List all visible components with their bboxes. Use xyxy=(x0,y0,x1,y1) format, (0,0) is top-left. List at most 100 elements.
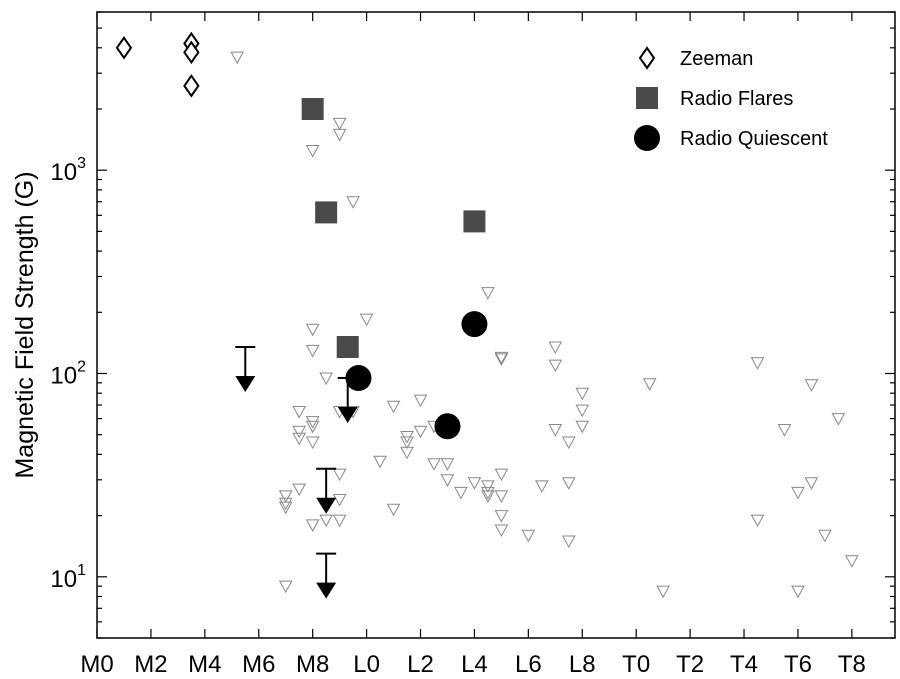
triangle-down-open-point xyxy=(373,455,387,469)
triangle-down-open-point xyxy=(791,585,805,599)
triangle-down-open-point xyxy=(494,524,509,537)
triangle-down-open-point xyxy=(332,128,347,142)
zeeman-point xyxy=(183,74,200,98)
triangle-down-open-point xyxy=(386,503,401,517)
triangle-down-open-point xyxy=(494,353,509,366)
triangle-down-open-point xyxy=(440,458,455,471)
triangle-down-open-point xyxy=(481,490,495,503)
triangle-down-open-point xyxy=(750,357,765,370)
triangle-down-open-point xyxy=(494,510,509,523)
triangle-down-open-point xyxy=(278,580,293,594)
x-tick-label: M8 xyxy=(296,651,329,678)
triangle-down-open-point xyxy=(292,483,307,497)
triangle-down-open-point xyxy=(332,494,347,507)
x-tick-label: T6 xyxy=(784,651,812,678)
triangle-down-open-point xyxy=(845,555,859,568)
x-tick-label: M2 xyxy=(134,651,167,678)
x-tick-label: L8 xyxy=(569,651,596,678)
triangle-down-open-point xyxy=(332,514,347,528)
x-tick-label: M0 xyxy=(80,651,113,678)
x-tick-label: M4 xyxy=(188,651,221,678)
legend-label: Zeeman xyxy=(680,48,753,70)
triangle-down-open-point xyxy=(575,420,590,434)
legend-marker-radio-flares xyxy=(636,87,658,109)
triangle-down-open-point xyxy=(346,196,360,209)
triangle-down-open-point xyxy=(481,480,495,493)
legend-label: Radio Quiescent xyxy=(680,128,828,150)
triangle-down-open-point xyxy=(305,323,320,337)
x-tick-label: T0 xyxy=(622,651,650,678)
triangle-down-open-point xyxy=(804,379,819,392)
triangle-down-open-point xyxy=(278,501,293,515)
triangle-down-open-point xyxy=(642,378,657,391)
triangle-down-open-point xyxy=(400,436,414,450)
triangle-down-open-point xyxy=(548,341,563,355)
upper-limit-arrow-point xyxy=(316,582,337,599)
triangle-down-open-point xyxy=(750,514,765,528)
triangle-down-open-point xyxy=(831,413,846,426)
triangle-down-open-point xyxy=(319,372,333,386)
y-tick-label: 102 xyxy=(50,358,86,389)
triangle-down-open-point xyxy=(777,424,792,437)
triangle-down-open-point xyxy=(413,394,428,408)
triangle-down-open-point xyxy=(467,477,482,490)
x-tick-label: L2 xyxy=(407,651,434,678)
triangle-down-open-point xyxy=(305,436,320,450)
radio-quiescent-point xyxy=(345,365,372,392)
triangle-down-open-point xyxy=(494,351,509,365)
zeeman-point xyxy=(183,40,200,65)
triangle-down-open-point xyxy=(278,497,293,511)
triangle-down-open-point xyxy=(332,468,347,482)
triangle-down-open-point xyxy=(548,424,563,437)
triangle-down-open-point xyxy=(481,287,495,300)
radio-quiescent-point xyxy=(434,413,461,440)
triangle-down-open-point xyxy=(440,474,455,487)
radio-flares-point xyxy=(463,210,486,233)
triangle-down-open-point xyxy=(494,490,509,503)
upper-limit-arrow-point xyxy=(337,407,358,424)
radio-quiescent-point xyxy=(461,311,488,338)
triangle-down-open-point xyxy=(359,313,374,327)
triangle-down-open-point xyxy=(292,406,307,419)
plot-frame xyxy=(96,11,896,639)
triangle-down-open-point xyxy=(305,416,320,429)
triangle-down-open-point xyxy=(575,404,590,418)
legend-marker-zeeman xyxy=(638,46,656,70)
triangle-down-open-point xyxy=(548,359,563,373)
triangle-down-open-point xyxy=(656,585,670,599)
triangle-down-open-point xyxy=(305,344,320,358)
triangle-down-open-point xyxy=(481,486,495,500)
x-tick-label: L6 xyxy=(515,651,542,678)
triangle-down-open-point xyxy=(305,420,320,434)
triangle-down-open-point xyxy=(561,477,576,490)
x-tick-label: T4 xyxy=(730,651,758,678)
y-axis-title: Magnetic Field Strength (G) xyxy=(11,171,39,478)
triangle-down-open-point xyxy=(804,477,819,490)
x-tick-label: T8 xyxy=(838,651,866,678)
triangle-down-open-point xyxy=(791,486,805,500)
triangle-down-open-point xyxy=(230,51,245,65)
triangle-down-open-point xyxy=(561,436,576,450)
triangle-down-open-point xyxy=(534,480,549,493)
triangle-down-open-point xyxy=(575,387,590,401)
triangle-down-open-point xyxy=(278,490,293,503)
triangle-down-open-point xyxy=(400,446,414,460)
legend-marker-radio-quiescent xyxy=(634,125,660,151)
x-tick-label: M6 xyxy=(242,651,275,678)
triangle-down-open-point xyxy=(332,117,347,131)
x-tick-label: L4 xyxy=(461,651,488,678)
triangle-down-open-point xyxy=(413,425,428,439)
y-tick-label: 103 xyxy=(50,155,86,186)
triangle-down-open-point xyxy=(494,468,509,482)
triangle-down-open-point xyxy=(454,486,468,500)
triangle-down-open-point xyxy=(292,432,307,446)
legend-label: Radio Flares xyxy=(680,88,793,110)
radio-flares-point xyxy=(315,201,338,224)
triangle-down-open-point xyxy=(386,400,401,414)
upper-limit-arrow-point xyxy=(235,376,256,393)
triangle-down-open-point xyxy=(561,535,576,549)
triangle-down-open-point xyxy=(818,529,832,543)
radio-flares-point xyxy=(336,336,359,359)
